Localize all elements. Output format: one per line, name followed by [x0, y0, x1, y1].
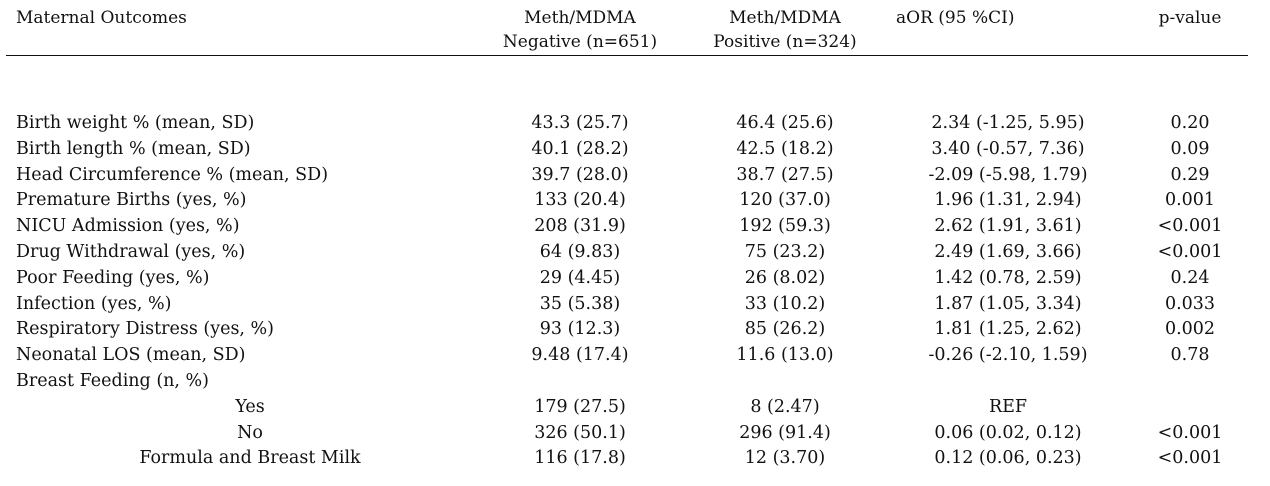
table-row: Yes 179 (27.5) 8 (2.47) REF: [0, 395, 1270, 421]
row-label: Birth weight % (mean, SD): [16, 113, 255, 133]
table-row: Neonatal LOS (mean, SD) 9.48 (17.4) 11.6 (…: [0, 343, 1270, 369]
cell-negative: 29 (4.45): [539, 267, 621, 288]
cell-positive: 192 (59.3): [739, 216, 831, 237]
table-row: Respiratory Distress (yes, %) 93 (12.3) 85…: [0, 317, 1270, 343]
cell-positive: 46.4 (25.6): [736, 113, 834, 133]
header-positive-line2: Positive (n=324): [713, 32, 857, 52]
cell-positive: 85 (26.2): [744, 319, 826, 340]
cell-pvalue: <0.001: [1157, 216, 1223, 237]
cell-positive: 26 (8.02): [744, 267, 826, 288]
table-row: Poor Feeding (yes, %) 29 (4.45) 26 (8.02) 1…: [0, 266, 1270, 292]
cell-negative: 39.7 (28.0): [531, 164, 629, 185]
cell-aor: 1.96 (1.31, 2.94): [934, 190, 1082, 211]
cell-negative: 40.1 (28.2): [531, 138, 629, 159]
row-label: Head Circumference % (mean, SD): [16, 164, 329, 185]
table-row-group: Breast Feeding (n, %): [0, 369, 1270, 395]
cell-aor: 1.87 (1.05, 3.34): [934, 293, 1082, 314]
header-positive: Meth/MDMA Positive (n=324): [695, 6, 875, 54]
header-negative: Meth/MDMA Negative (n=651): [480, 6, 680, 54]
cell-negative: 64 (9.83): [539, 241, 621, 262]
cell-positive: 38.7 (27.5): [736, 164, 834, 185]
cell-aor: 3.40 (-0.57, 7.36): [931, 138, 1085, 159]
header-aor: aOR (95 %CI): [896, 8, 1015, 28]
cell-pvalue: 0.001: [1164, 190, 1216, 211]
header-pvalue: p-value: [1158, 8, 1222, 28]
header-negative-line1: Meth/MDMA: [524, 8, 636, 28]
table-row: NICU Admission (yes, %) 208 (31.9) 192 (59…: [0, 214, 1270, 240]
cell-pvalue: <0.001: [1157, 241, 1223, 262]
table-row: Premature Births (yes, %) 133 (20.4) 120 (…: [0, 188, 1270, 214]
cell-pvalue: <0.001: [1157, 422, 1223, 443]
cell-positive: 12 (3.70): [744, 448, 826, 469]
cell-pvalue: <0.001: [1157, 448, 1223, 469]
row-label: Infection (yes, %): [16, 293, 172, 314]
cell-positive: 120 (37.0): [739, 190, 831, 211]
cell-negative: 43.3 (25.7): [531, 113, 629, 133]
cell-positive: 8 (2.47): [750, 396, 820, 417]
cell-aor: 2.62 (1.91, 3.61): [934, 216, 1082, 237]
cell-negative: 208 (31.9): [534, 216, 626, 237]
cell-negative: 93 (12.3): [539, 319, 621, 340]
row-label: Formula and Breast Milk: [139, 448, 361, 469]
cell-aor: REF: [988, 396, 1028, 417]
row-label: Respiratory Distress (yes, %): [16, 319, 275, 340]
cell-pvalue: 0.20: [1170, 113, 1210, 133]
header-outcome: Maternal Outcomes: [16, 8, 187, 28]
cell-negative: 326 (50.1): [534, 422, 626, 443]
row-label: Poor Feeding (yes, %): [16, 267, 210, 288]
row-label: Yes: [235, 396, 265, 417]
cell-aor: -2.09 (-5.98, 1.79): [928, 164, 1088, 185]
row-label: Birth length % (mean, SD): [16, 138, 251, 159]
table-row: No 326 (50.1) 296 (91.4) 0.06 (0.02, 0.12) <…: [0, 421, 1270, 447]
cell-positive: 75 (23.2): [744, 241, 826, 262]
cell-pvalue: 0.09: [1170, 138, 1210, 159]
cell-pvalue: 0.24: [1170, 267, 1210, 288]
table-row: Drug Withdrawal (yes, %) 64 (9.83) 75 (23.…: [0, 240, 1270, 266]
table-row: Birth length % (mean, SD) 40.1 (28.2) 42.5…: [0, 137, 1270, 163]
cell-negative: 179 (27.5): [534, 396, 626, 417]
table-body: Birth weight % (mean, SD) 43.3 (25.7) 46.4…: [0, 111, 1270, 472]
cell-aor: 2.49 (1.69, 3.66): [934, 241, 1082, 262]
cell-aor: 0.06 (0.02, 0.12): [934, 422, 1082, 443]
cell-pvalue: 0.002: [1164, 319, 1216, 340]
cell-negative: 116 (17.8): [534, 448, 626, 469]
cell-aor: 2.34 (-1.25, 5.95): [931, 113, 1085, 133]
cell-pvalue: 0.29: [1170, 164, 1210, 185]
cell-aor: -0.26 (-2.10, 1.59): [928, 345, 1088, 366]
row-label: NICU Admission (yes, %): [16, 216, 240, 237]
cell-aor: 0.12 (0.06, 0.23): [934, 448, 1082, 469]
cell-negative: 35 (5.38): [539, 293, 621, 314]
table-row: Formula and Breast Milk 116 (17.8) 12 (3.7…: [0, 446, 1270, 472]
row-label: Drug Withdrawal (yes, %): [16, 241, 246, 262]
cell-pvalue: 0.033: [1164, 293, 1216, 314]
cell-aor: 1.42 (0.78, 2.59): [934, 267, 1082, 288]
row-label: Premature Births (yes, %): [16, 190, 247, 211]
row-label: No: [237, 422, 263, 443]
cell-positive: 296 (91.4): [739, 422, 831, 443]
table-row: Birth weight % (mean, SD) 43.3 (25.7) 46.4…: [0, 111, 1270, 137]
table-row: Head Circumference % (mean, SD) 39.7 (28.…: [0, 163, 1270, 189]
cell-pvalue: 0.78: [1170, 345, 1210, 366]
cell-positive: 33 (10.2): [744, 293, 826, 314]
cell-negative: 133 (20.4): [534, 190, 626, 211]
row-label: Neonatal LOS (mean, SD): [16, 345, 246, 366]
cell-aor: 1.81 (1.25, 2.62): [934, 319, 1082, 340]
cell-positive: 42.5 (18.2): [736, 138, 834, 159]
row-label: Breast Feeding (n, %): [16, 370, 210, 391]
header-positive-line1: Meth/MDMA: [729, 8, 841, 28]
table-row: Infection (yes, %) 35 (5.38) 33 (10.2) 1.87…: [0, 292, 1270, 318]
header-negative-line2: Negative (n=651): [502, 32, 658, 52]
cell-positive: 11.6 (13.0): [736, 345, 834, 366]
cell-negative: 9.48 (17.4): [531, 345, 629, 366]
header-rule: [6, 55, 1248, 56]
